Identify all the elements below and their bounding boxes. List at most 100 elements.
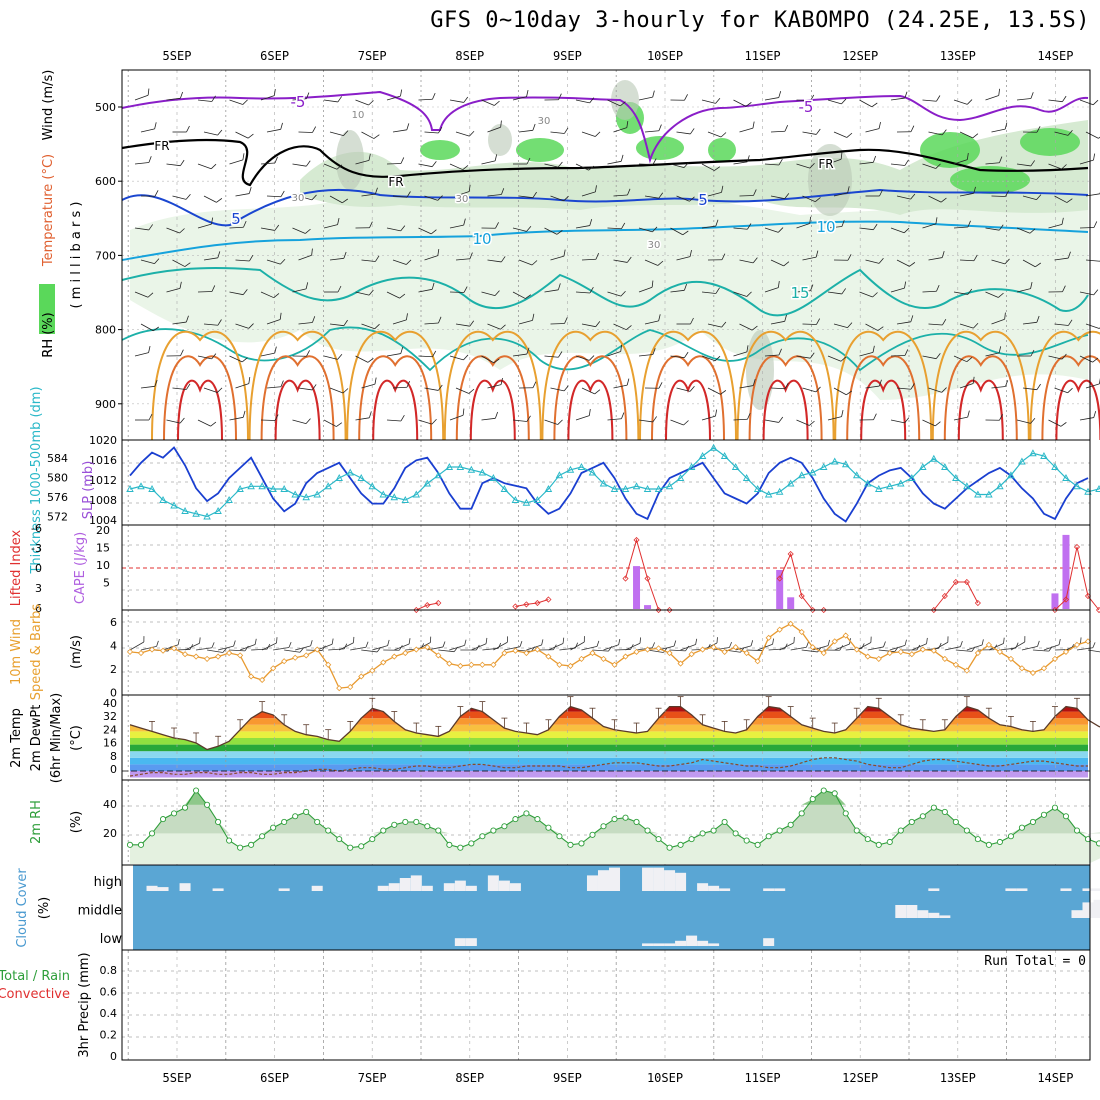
wind-barb bbox=[513, 157, 531, 165]
wind-barb-flag bbox=[463, 218, 466, 226]
contour-label: 5 bbox=[698, 191, 708, 209]
wind-barb-shaft bbox=[865, 259, 880, 264]
wind-barb-flag bbox=[940, 197, 947, 203]
wind10-barb-shaft bbox=[911, 643, 927, 651]
rh-high-patch bbox=[420, 140, 460, 160]
wind-barb bbox=[329, 319, 348, 327]
wind-barb bbox=[329, 195, 349, 204]
rh2m-point bbox=[820, 787, 827, 794]
wind10-point bbox=[347, 683, 354, 691]
wind-barb bbox=[859, 155, 877, 165]
wind-barb-shaft bbox=[134, 352, 149, 357]
wind10-barb bbox=[162, 639, 180, 651]
wind-barb-shaft bbox=[518, 195, 533, 199]
wind-barb-flag bbox=[242, 410, 246, 418]
wind-barb-shaft bbox=[670, 355, 685, 359]
wind10-barb bbox=[889, 639, 907, 651]
wind10-point bbox=[710, 644, 717, 651]
wind-barb-shaft bbox=[1085, 259, 1100, 262]
thickness-point bbox=[1029, 449, 1037, 457]
wind10-barb-shaft bbox=[493, 641, 508, 651]
wind-barb-flag bbox=[526, 157, 531, 165]
temp2m-line bbox=[129, 705, 1100, 751]
wind10-barb-flag bbox=[1058, 639, 1061, 645]
wind-barb-flag bbox=[658, 124, 662, 131]
wind-barb-shaft bbox=[827, 355, 842, 362]
wind-barb bbox=[518, 313, 535, 325]
ylabel-rh-swatch bbox=[39, 284, 55, 334]
wind-barb bbox=[550, 195, 569, 202]
wind-barb-flag bbox=[720, 132, 727, 138]
cloud-cover-bar bbox=[1082, 902, 1094, 918]
wind-barb bbox=[487, 120, 502, 133]
wind-barb-shaft bbox=[764, 227, 779, 233]
wind-barb-flag bbox=[525, 294, 532, 299]
cloud-cover-bar bbox=[895, 905, 907, 918]
wind-barb bbox=[739, 189, 757, 197]
wind-barb-shaft bbox=[928, 195, 942, 203]
wind-barb-shaft bbox=[613, 194, 628, 197]
wind10-point bbox=[479, 661, 486, 668]
wind-barb bbox=[229, 355, 248, 363]
wind-barb-flag bbox=[816, 318, 821, 325]
wind-barb-flag bbox=[715, 287, 720, 294]
wind10-barb-flag bbox=[981, 639, 984, 646]
isotherm-10 bbox=[121, 220, 1089, 261]
wind-barb bbox=[512, 415, 531, 422]
cloud-cover-bar bbox=[179, 883, 191, 891]
y-tick-label-right: 1008 bbox=[89, 494, 117, 507]
wind10-point bbox=[919, 646, 926, 653]
wind-barb bbox=[203, 319, 222, 326]
wind-barb-shaft bbox=[833, 323, 848, 329]
wind-barb-shaft bbox=[1054, 195, 1068, 203]
wind10-barb bbox=[603, 639, 621, 651]
wind-barb-shaft bbox=[701, 415, 716, 421]
wind-barb bbox=[802, 386, 821, 393]
wind-barb bbox=[802, 318, 821, 325]
temp-band bbox=[130, 744, 1088, 752]
wind-barb bbox=[292, 350, 310, 357]
thickness-point bbox=[687, 463, 696, 470]
contour-label: 30 bbox=[538, 116, 551, 127]
wind-barb bbox=[922, 217, 938, 229]
wind-barb bbox=[575, 219, 593, 229]
isotherm-warm bbox=[1055, 379, 1100, 441]
wind-barb-flag bbox=[405, 259, 412, 265]
wind-barb-flag bbox=[809, 216, 812, 224]
rh2m-point bbox=[908, 818, 915, 826]
wind-barb-flag bbox=[658, 314, 661, 321]
wind10-barb bbox=[1021, 640, 1040, 651]
wind-barb bbox=[985, 88, 1001, 101]
wind-barb bbox=[550, 249, 566, 261]
wind10-speed-line bbox=[129, 623, 1089, 689]
rh2m-point bbox=[853, 827, 860, 834]
wind10-barb bbox=[911, 637, 928, 651]
wind-barb-shaft bbox=[1016, 419, 1031, 424]
cape-bar bbox=[1062, 534, 1070, 609]
wind-barb-flag bbox=[815, 128, 821, 135]
lifted-index-point bbox=[633, 536, 640, 544]
wind-barb bbox=[1054, 251, 1071, 261]
wind10-barb-shaft bbox=[217, 645, 234, 651]
wind-barb-flag bbox=[368, 100, 374, 106]
wind-barb bbox=[455, 130, 475, 137]
wind-barb bbox=[166, 91, 184, 101]
wind10-barb-shaft bbox=[1054, 649, 1071, 651]
wind10-barb-shaft bbox=[438, 649, 455, 653]
wind10-point bbox=[424, 644, 431, 651]
ylabel-temp2m-unit: (°C) bbox=[69, 725, 84, 751]
wind-barb bbox=[140, 323, 160, 332]
ylabel-wind10: 10m Wind bbox=[9, 619, 24, 685]
wind-barb-flag bbox=[532, 123, 536, 131]
lifted-index-point bbox=[644, 575, 651, 582]
wind10-point bbox=[159, 647, 167, 654]
wind-barb-flag bbox=[247, 133, 254, 139]
wind-barb-shaft bbox=[764, 419, 779, 423]
wind-barb-flag bbox=[342, 388, 349, 394]
x-tick-label-top: 13SEP bbox=[940, 49, 976, 63]
wind10-point bbox=[842, 632, 849, 639]
rh2m-area-mid bbox=[130, 790, 1100, 834]
temp-band bbox=[130, 771, 1088, 778]
rh2m-point bbox=[886, 838, 893, 846]
wind-barb-shaft bbox=[512, 419, 527, 422]
